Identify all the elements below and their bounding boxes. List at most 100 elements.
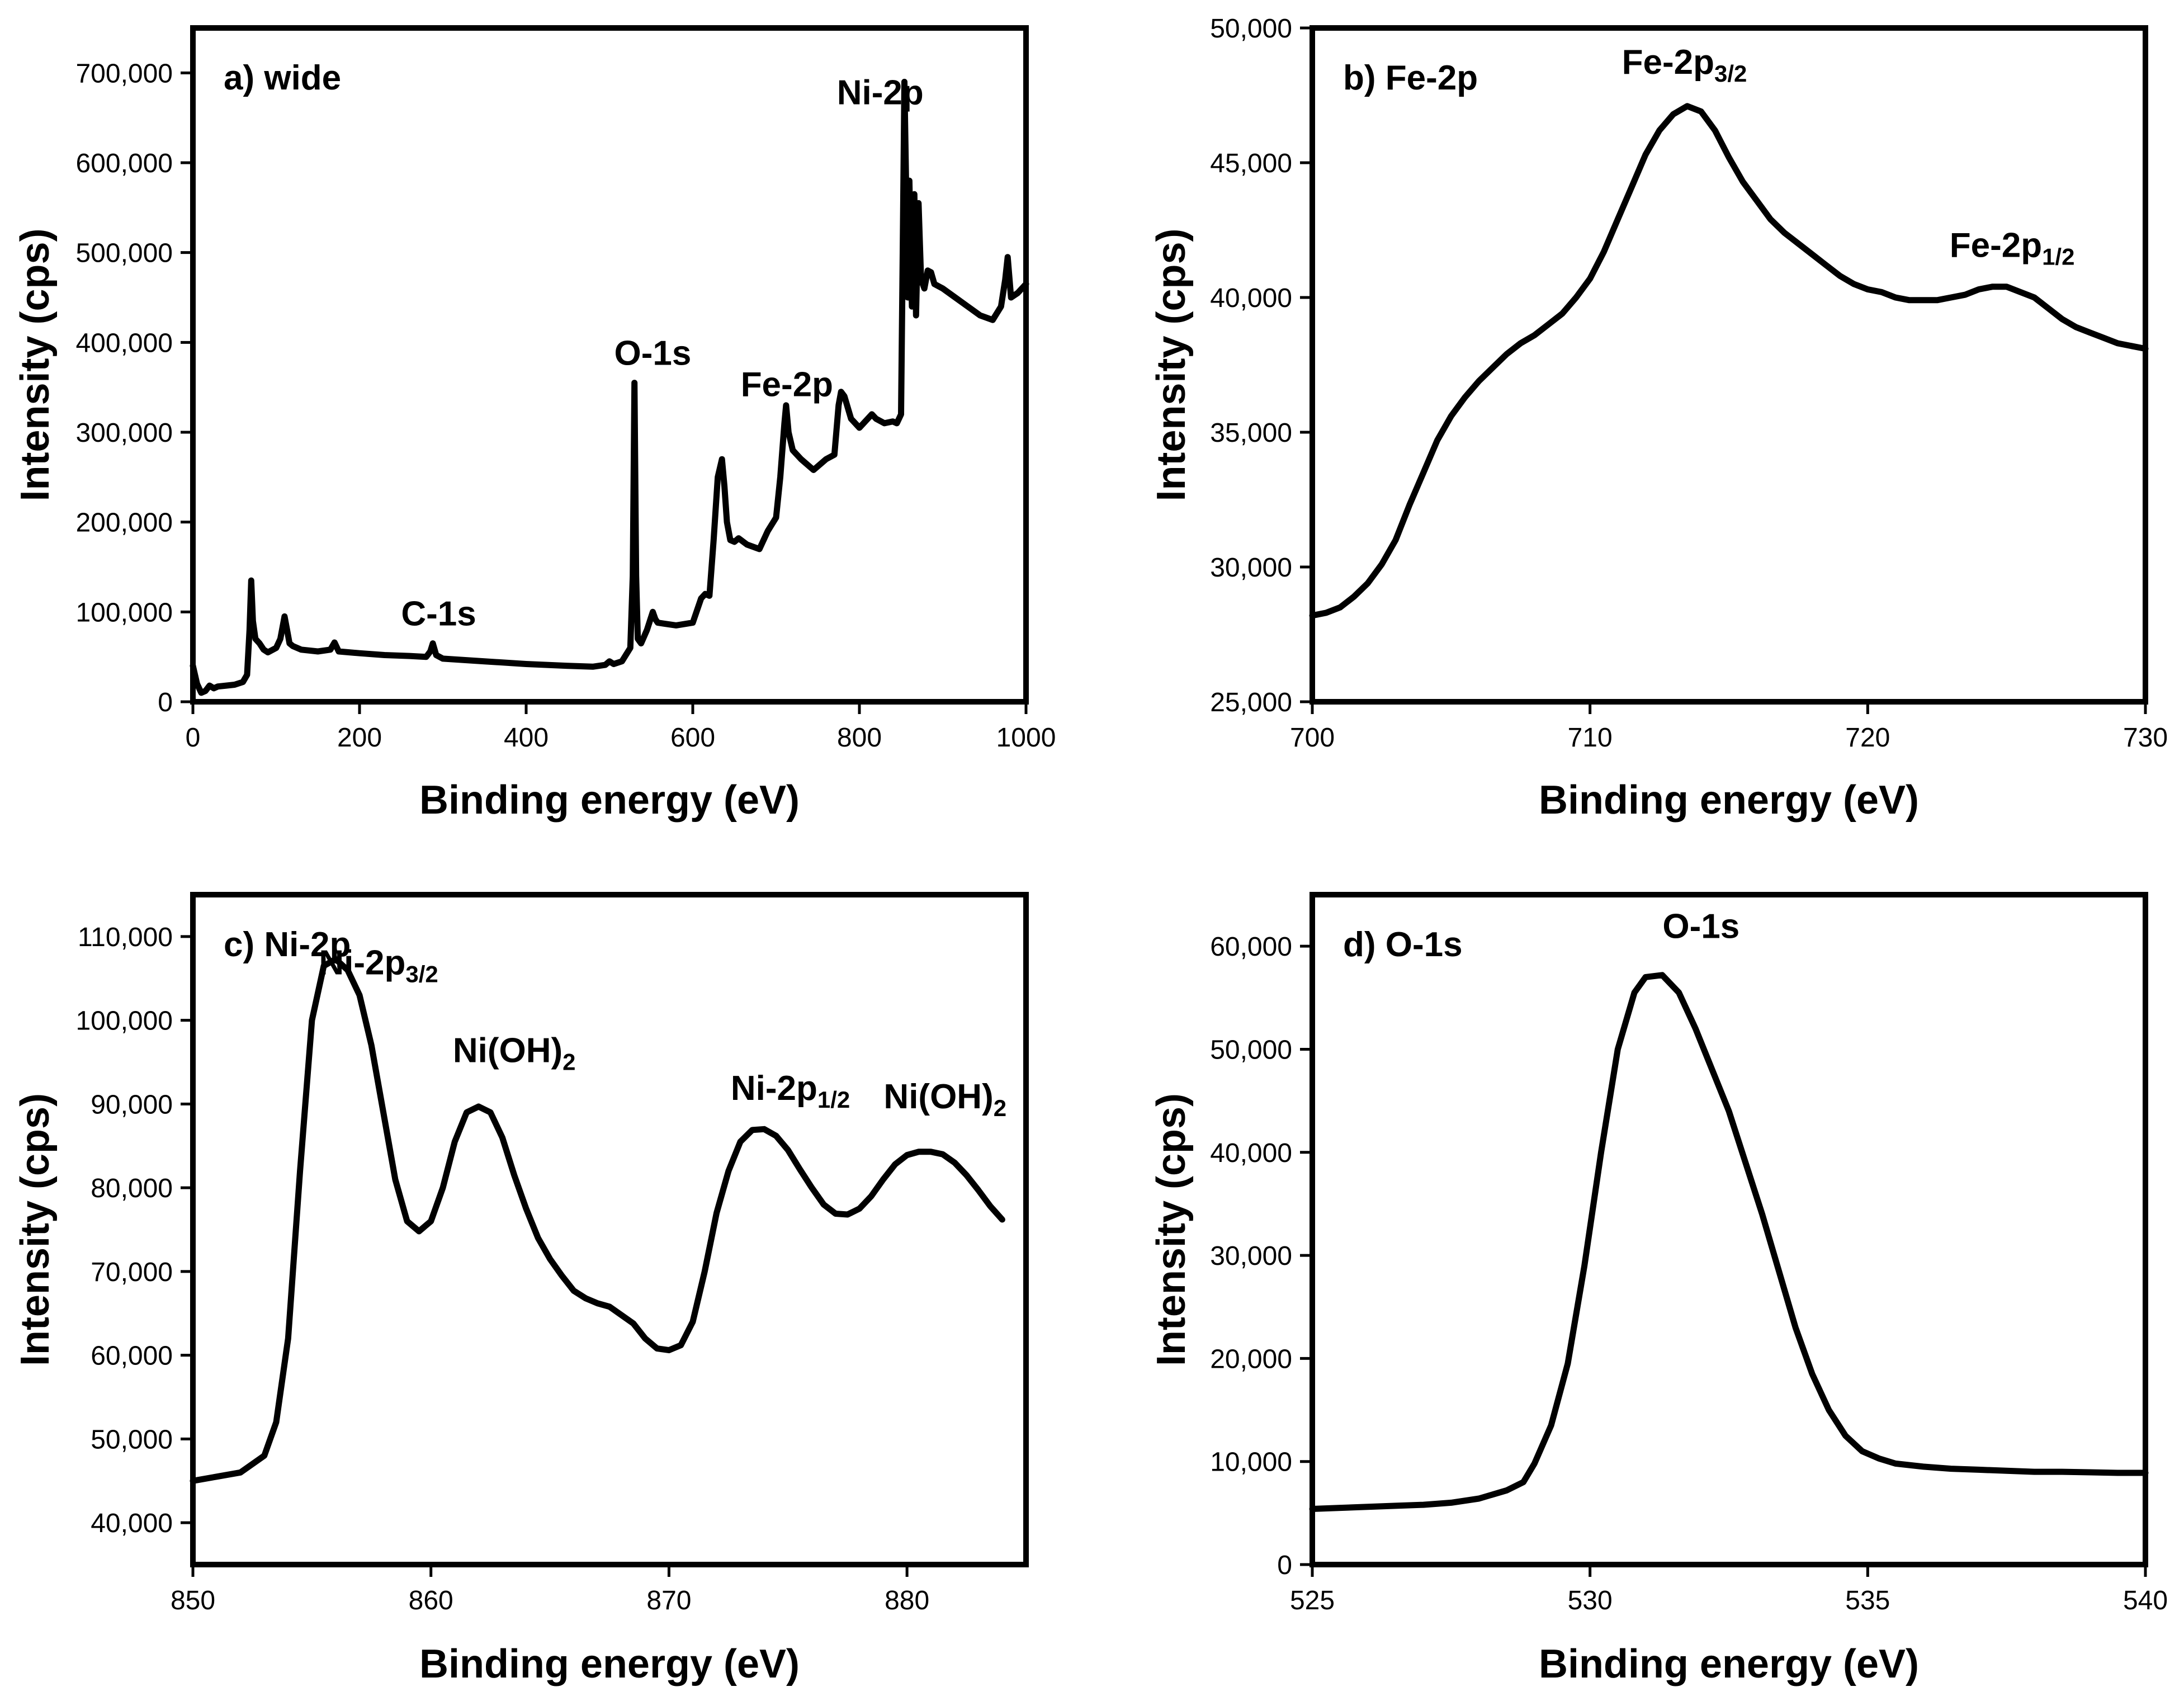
- annotation-main: Fe-2p: [741, 366, 833, 404]
- peak-annotation: C-1s: [401, 594, 476, 633]
- plot-frame: [1310, 892, 2148, 1567]
- plot-frame: [1310, 25, 2148, 705]
- y-tick-label: 700,000: [75, 59, 173, 88]
- y-tick-label: 70,000: [91, 1258, 173, 1287]
- y-tick-label: 25,000: [1210, 688, 1292, 717]
- y-tick-label: 50,000: [1210, 14, 1292, 44]
- y-tick-label: 45,000: [1210, 149, 1292, 178]
- x-tick-label: 710: [1568, 723, 1613, 753]
- series-line: [1309, 103, 2149, 619]
- y-axis-title: Intensity (cps): [13, 228, 58, 501]
- x-tick-label: 540: [2123, 1586, 2168, 1615]
- annotation-subscript: 3/2: [405, 961, 438, 987]
- annotation-main: Fe-2p: [1950, 226, 2042, 265]
- plot-frame: [190, 892, 1029, 1567]
- annotation-subscript: 3/2: [1714, 60, 1747, 87]
- x-axis-title: Binding energy (eV): [1539, 778, 1919, 823]
- y-tick-label: 50,000: [91, 1425, 173, 1454]
- series-line: [190, 956, 1005, 1484]
- panel-d-o-1s: 525 530 535 540 0 10,000 20,000 30,000 40,000 50,…: [1149, 892, 2168, 1686]
- annotation-main: Ni(OH): [883, 1078, 993, 1116]
- annotation-subscript: 2: [562, 1049, 575, 1075]
- y-tick-label: 30,000: [1210, 1241, 1292, 1271]
- y-axis-title: Intensity (cps): [1149, 228, 1194, 501]
- y-tick-label: 10,000: [1210, 1448, 1292, 1477]
- x-tick-label: 860: [409, 1586, 453, 1615]
- y-tick-label: 300,000: [75, 418, 173, 448]
- panel-title: a) wide: [224, 59, 341, 97]
- y-tick-label: 30,000: [1210, 553, 1292, 583]
- y-tick-label: 200,000: [75, 508, 173, 538]
- x-axis-title: Binding energy (eV): [419, 778, 800, 823]
- y-tick-label: 110,000: [78, 923, 173, 952]
- y-tick-label: 100,000: [75, 1007, 173, 1036]
- y-axis-title: Intensity (cps): [1149, 1093, 1194, 1366]
- x-tick-label: 1000: [996, 723, 1056, 753]
- annotation-main: Ni(OH): [453, 1032, 562, 1070]
- y-tick-label: 0: [158, 688, 173, 717]
- series-line: [1309, 972, 2149, 1512]
- peak-annotation: O-1s: [1662, 907, 1739, 946]
- peak-annotation: Ni-2p3/2: [319, 943, 438, 987]
- y-tick-label: 80,000: [91, 1174, 173, 1203]
- x-tick-label: 525: [1290, 1586, 1335, 1615]
- annotation-main: Ni-2p: [837, 74, 924, 112]
- series-line: [190, 78, 1029, 696]
- x-tick-label: 535: [1845, 1586, 1890, 1615]
- x-axis-title: Binding energy (eV): [1539, 1642, 1919, 1686]
- plot-frame: [190, 25, 1029, 705]
- y-tick-label: 60,000: [1210, 932, 1292, 962]
- y-tick-label: 20,000: [1210, 1344, 1292, 1374]
- y-tick-label: 100,000: [75, 598, 173, 627]
- panel-b-fe-2p: 700 710 720 730 25,000 30,000 35,000 40,000 45,0…: [1149, 14, 2168, 823]
- x-tick-label: 720: [1845, 723, 1890, 753]
- y-tick-label: 400,000: [75, 328, 173, 358]
- x-tick-label: 730: [2123, 723, 2168, 753]
- y-tick-label: 40,000: [91, 1509, 173, 1538]
- x-tick-label: 530: [1568, 1586, 1613, 1615]
- x-tick-label: 870: [646, 1586, 691, 1615]
- x-tick-label: 600: [670, 723, 715, 753]
- annotation-subscript: 2: [994, 1095, 1006, 1121]
- x-tick-label: 700: [1290, 723, 1335, 753]
- y-tick-label: 35,000: [1210, 418, 1292, 448]
- peak-annotation: Fe-2p3/2: [1622, 43, 1747, 87]
- annotation-main: Fe-2p: [1622, 43, 1714, 82]
- panel-title: d) O-1s: [1343, 925, 1463, 964]
- y-tick-label: 50,000: [1210, 1035, 1292, 1065]
- panel-c-ni-2p: 850 860 870 880 40,000 50,000 60,000 70,000 80,0…: [13, 892, 1029, 1686]
- annotation-main: O-1s: [614, 334, 692, 373]
- y-tick-label: 90,000: [91, 1090, 173, 1119]
- peak-annotation: Fe-2p: [741, 366, 833, 404]
- x-tick-label: 0: [186, 723, 201, 753]
- panel-title: c) Ni-2p: [224, 925, 351, 964]
- annotation-main: O-1s: [1662, 907, 1739, 946]
- x-tick-label: 850: [171, 1586, 215, 1615]
- annotation-main: C-1s: [401, 594, 476, 633]
- peak-annotation: Ni-2p: [837, 74, 924, 112]
- x-tick-label: 200: [337, 723, 382, 753]
- annotation-main: Ni-2p: [731, 1069, 817, 1108]
- x-tick-label: 880: [885, 1586, 929, 1615]
- annotation-subscript: 1/2: [2042, 244, 2074, 270]
- x-axis-title: Binding energy (eV): [419, 1642, 800, 1686]
- peak-annotation: Ni(OH)2: [883, 1078, 1006, 1121]
- y-tick-label: 0: [1277, 1551, 1292, 1580]
- y-tick-label: 40,000: [1210, 1138, 1292, 1168]
- y-tick-label: 600,000: [75, 149, 173, 178]
- annotation-main: Ni-2p: [319, 943, 405, 982]
- peak-annotation: O-1s: [614, 334, 692, 373]
- panel-a-wide: 0 200 400 600 800 1000 0 100,000 200,000 300,000 4…: [13, 25, 1056, 823]
- x-tick-label: 400: [504, 723, 549, 753]
- y-tick-label: 60,000: [91, 1341, 173, 1371]
- panel-title: b) Fe-2p: [1343, 59, 1478, 97]
- peak-annotation: Ni-2p1/2: [731, 1069, 850, 1113]
- y-tick-label: 500,000: [75, 239, 173, 268]
- y-axis-title: Intensity (cps): [13, 1093, 58, 1366]
- annotation-subscript: 1/2: [817, 1086, 850, 1113]
- y-tick-label: 40,000: [1210, 284, 1292, 313]
- peak-annotation: Fe-2p1/2: [1950, 226, 2075, 270]
- peak-annotation: Ni(OH)2: [453, 1032, 576, 1075]
- x-tick-label: 800: [837, 723, 882, 753]
